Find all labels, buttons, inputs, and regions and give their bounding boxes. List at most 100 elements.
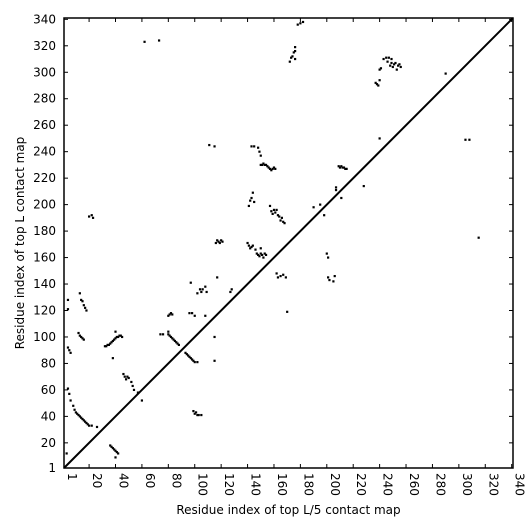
contact-point — [177, 343, 180, 347]
contact-point — [190, 358, 194, 361]
contact-point — [66, 387, 70, 390]
contact-point — [72, 404, 75, 407]
x-tick-label: 140 — [249, 473, 263, 496]
x-tick-label: 320 — [486, 473, 500, 496]
contact-point — [80, 298, 83, 302]
contact-point — [395, 68, 398, 71]
contact-point — [249, 199, 252, 202]
contact-point — [270, 210, 273, 213]
contact-point — [259, 154, 262, 157]
y-tick-label: 340 — [33, 12, 56, 26]
contact-point — [291, 55, 294, 58]
contact-point — [217, 240, 220, 243]
contact-point — [267, 166, 270, 169]
contact-point — [259, 252, 262, 255]
contact-point — [280, 216, 283, 219]
contact-point — [250, 145, 253, 148]
contact-point — [253, 200, 256, 204]
y-tick-label: 60 — [41, 383, 56, 397]
contact-point — [259, 163, 262, 167]
x-tick-label: 200 — [328, 473, 342, 496]
contact-point — [84, 420, 87, 423]
contact-point — [251, 244, 254, 247]
contact-point — [81, 417, 84, 421]
contact-point — [250, 196, 253, 200]
contact-point — [123, 375, 126, 378]
contact-point — [378, 137, 381, 140]
contact-point — [279, 219, 282, 222]
contact-point — [192, 359, 195, 362]
contact-point — [110, 445, 113, 448]
contact-point — [294, 49, 297, 53]
contact-point — [379, 67, 383, 70]
contact-point — [276, 214, 280, 217]
contact-point — [109, 444, 112, 447]
contact-point — [124, 378, 128, 381]
contact-point — [121, 335, 124, 339]
contact-point — [110, 341, 113, 344]
contact-point — [378, 68, 381, 71]
contact-point — [69, 399, 72, 402]
contact-point — [190, 312, 194, 315]
contact-point — [275, 272, 278, 275]
contact-point — [187, 354, 190, 357]
contact-point — [86, 423, 89, 426]
contact-point — [282, 273, 285, 276]
contact-point — [264, 163, 268, 167]
contact-point — [272, 166, 276, 169]
contact-point — [113, 338, 116, 341]
contact-point — [218, 241, 221, 245]
y-tick-labels: 1204060801001201401601802002202402602803… — [33, 12, 56, 475]
contact-point — [157, 39, 161, 42]
contact-point — [82, 304, 85, 307]
contact-point — [221, 240, 224, 243]
contact-point — [172, 338, 175, 341]
contact-point — [258, 150, 261, 153]
contact-point — [122, 372, 125, 376]
contact-point — [247, 204, 250, 208]
contact-point — [111, 447, 114, 450]
contact-point — [258, 255, 261, 258]
contact-point — [274, 167, 277, 170]
contact-point — [204, 285, 207, 288]
contact-point — [377, 84, 380, 87]
contact-point — [270, 169, 273, 172]
contact-point — [397, 64, 400, 67]
contact-point — [216, 276, 219, 279]
contact-point — [208, 143, 211, 147]
contact-point — [257, 146, 260, 149]
contact-point — [444, 72, 447, 75]
y-tick-label: 80 — [41, 356, 56, 370]
contact-point — [196, 413, 199, 417]
contact-point — [111, 357, 114, 360]
contact-point — [188, 312, 191, 315]
contact-point — [115, 335, 118, 339]
contact-point — [216, 239, 219, 242]
contact-point — [200, 290, 203, 294]
contact-point — [268, 167, 272, 170]
contact-point — [85, 421, 88, 425]
contact-point — [119, 334, 122, 337]
contact-point — [338, 166, 342, 169]
y-tick-label: 180 — [33, 224, 56, 238]
contact-point — [271, 167, 274, 170]
contact-point — [68, 349, 71, 352]
x-tick-label: 340 — [513, 473, 527, 496]
contact-point — [288, 60, 291, 63]
contact-point — [200, 413, 203, 417]
y-tick-label: 40 — [41, 409, 56, 423]
contact-point — [214, 241, 217, 245]
y-axis-label: Residue index of top L contact map — [13, 137, 27, 350]
contact-point — [333, 274, 336, 278]
contact-point — [188, 355, 191, 358]
contact-point — [204, 314, 207, 317]
contact-point — [114, 449, 117, 452]
contact-point — [259, 247, 262, 250]
contact-point — [327, 276, 330, 279]
contact-point — [132, 388, 136, 392]
x-tick-label: 100 — [196, 473, 210, 496]
point-layer — [65, 20, 480, 459]
contact-point — [193, 314, 196, 317]
contact-point — [196, 292, 199, 295]
